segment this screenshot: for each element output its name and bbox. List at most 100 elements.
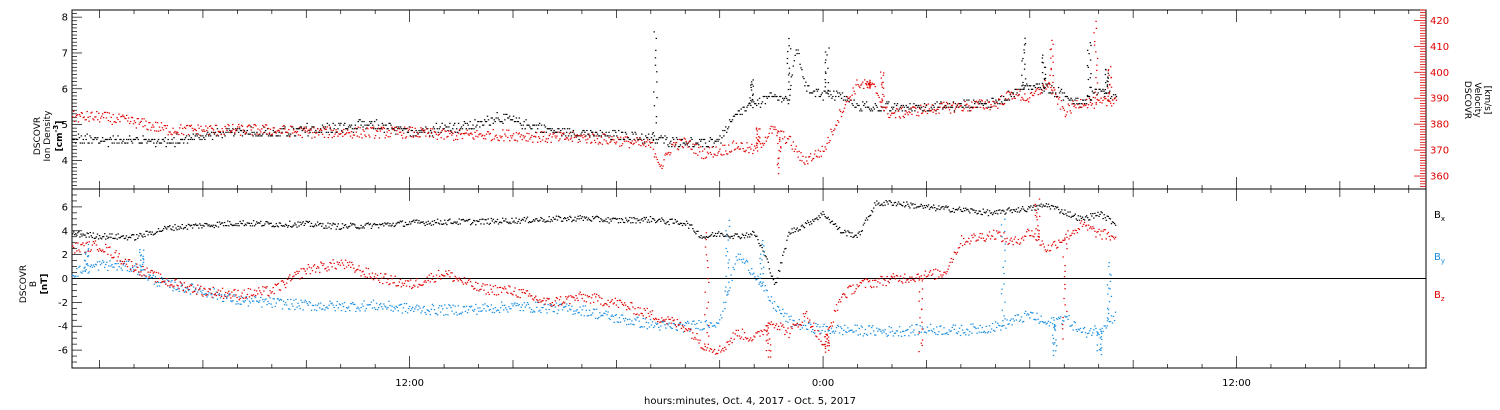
density-spike-point xyxy=(786,57,789,60)
bx-point xyxy=(392,222,394,224)
density-point xyxy=(525,119,527,121)
by-point xyxy=(897,335,900,337)
density-point xyxy=(535,131,537,133)
density-point xyxy=(445,126,447,128)
density-point xyxy=(644,142,646,144)
by-spike-point xyxy=(84,259,86,261)
density-point xyxy=(970,106,972,108)
by-point xyxy=(820,332,822,334)
density-point xyxy=(228,128,230,130)
bx-point xyxy=(189,225,192,227)
bx-point xyxy=(908,205,910,207)
bx-point xyxy=(956,209,959,211)
bz-point xyxy=(250,294,253,296)
bx-point xyxy=(700,234,702,237)
velocity-point xyxy=(582,137,584,139)
density-point xyxy=(157,138,160,141)
bx-point xyxy=(978,210,980,212)
velocity-spike-point xyxy=(1096,57,1099,60)
bz-point xyxy=(205,294,207,296)
velocity-point xyxy=(227,123,229,126)
bx-point xyxy=(118,237,120,239)
bz-point xyxy=(151,270,153,272)
density-point xyxy=(76,138,79,141)
bx-point xyxy=(847,230,849,232)
by-spike-point xyxy=(140,269,142,271)
density-point xyxy=(262,133,264,135)
density-spike-point xyxy=(751,98,754,101)
density-point xyxy=(908,108,910,110)
by-point xyxy=(809,323,812,325)
bz-point xyxy=(270,292,272,294)
by-point xyxy=(775,310,778,312)
by-point xyxy=(620,314,623,316)
density-point xyxy=(412,135,414,137)
density-point xyxy=(1059,90,1062,92)
bx-point xyxy=(471,221,474,224)
bx-point xyxy=(244,223,247,225)
density-point xyxy=(1031,88,1034,90)
bx-point xyxy=(180,227,182,229)
density-point xyxy=(115,138,117,141)
bx-point xyxy=(962,207,965,210)
velocity-point xyxy=(966,103,968,105)
velocity-spike-point xyxy=(1093,32,1095,34)
density-point xyxy=(571,131,574,133)
bx-point xyxy=(346,227,349,229)
by-point xyxy=(657,323,659,325)
by-point xyxy=(690,328,692,330)
by-point xyxy=(519,309,521,312)
by-point xyxy=(586,315,589,317)
bx-point xyxy=(96,233,99,235)
velocity-point xyxy=(456,138,459,141)
bx-point xyxy=(231,224,233,226)
by-point xyxy=(386,308,388,310)
bz-point xyxy=(306,268,309,270)
density-point xyxy=(259,133,261,135)
density-point xyxy=(211,138,214,141)
density-point xyxy=(306,122,308,124)
velocity-spike-point xyxy=(869,85,871,87)
velocity-point xyxy=(906,112,908,114)
by-point xyxy=(417,309,419,311)
bx-point xyxy=(72,233,74,235)
density-point xyxy=(968,99,970,101)
bx-point xyxy=(80,233,82,235)
velocity-spike-point xyxy=(866,84,868,86)
bx-point xyxy=(73,231,75,233)
by-point xyxy=(508,306,510,308)
bx-point xyxy=(333,223,335,225)
velocity-point xyxy=(354,127,357,129)
density-point xyxy=(414,135,416,137)
density-point xyxy=(518,117,521,119)
density-spike-point xyxy=(1086,94,1089,97)
by-point xyxy=(1047,320,1050,322)
bx-point xyxy=(882,204,884,207)
velocity-point xyxy=(1052,90,1054,92)
density-spike-point xyxy=(1104,89,1106,91)
velocity-point xyxy=(971,101,973,103)
bz-point xyxy=(91,244,94,246)
bz-point xyxy=(322,264,324,267)
density-point xyxy=(600,135,603,137)
by-point xyxy=(490,304,493,306)
bx-point xyxy=(806,220,809,222)
by-point xyxy=(994,321,997,323)
by-point xyxy=(299,307,301,310)
velocity-point xyxy=(375,130,378,132)
density-point xyxy=(980,103,983,105)
velocity-point xyxy=(164,125,167,127)
velocity-point xyxy=(270,134,273,136)
density-point xyxy=(282,128,284,130)
velocity-point xyxy=(982,107,985,109)
bx-point xyxy=(137,237,139,239)
velocity-point xyxy=(83,116,85,118)
bz-point xyxy=(260,292,262,294)
density-point xyxy=(409,135,412,137)
density-point xyxy=(732,115,735,117)
density-point xyxy=(308,129,310,132)
by-point xyxy=(926,326,929,328)
bz-point xyxy=(329,261,331,264)
velocity-point xyxy=(936,108,938,110)
velocity-point xyxy=(107,119,110,122)
